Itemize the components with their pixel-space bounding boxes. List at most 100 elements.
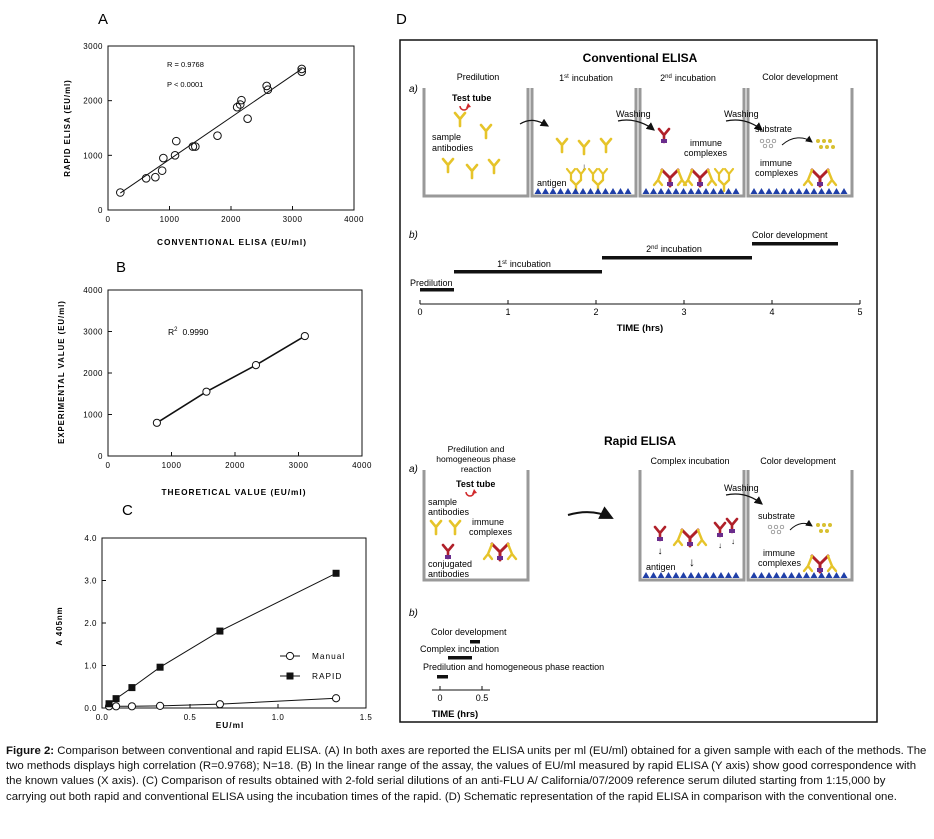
- scatter-point: [263, 85, 273, 95]
- complex-icon: [713, 167, 735, 193]
- antigen-icon: [672, 572, 680, 578]
- well-second-incubation: [638, 88, 746, 198]
- down-arrow-icon: ↓: [582, 162, 587, 173]
- c-ytick-label: 3.0: [84, 577, 97, 586]
- b-ytick-label: 1000: [83, 411, 103, 420]
- tl-bar-predilution: [420, 288, 454, 292]
- antigen-icon: [840, 572, 848, 578]
- rapid-label-substrate: substrate: [758, 511, 795, 521]
- scatter-point: [157, 166, 167, 175]
- antigen-icon: [687, 572, 695, 578]
- antigen-icon: [765, 572, 773, 578]
- antigen-icon: [818, 188, 825, 194]
- antibody-icon: [479, 123, 493, 140]
- antigen-icon: [542, 188, 549, 194]
- antigen-icon: [803, 188, 810, 194]
- b-xtick-label: 2000: [225, 461, 245, 470]
- rtl-bar-color: [470, 640, 480, 644]
- rapid-step-color-development: Color development: [760, 456, 836, 466]
- conjugated-antibody-icon: [441, 543, 455, 561]
- scatter-point: [151, 172, 160, 182]
- antigen-icon: [642, 572, 650, 578]
- x-axis-label-b: THEORETICAL VALUE (EU/ml): [161, 487, 306, 497]
- immune-complex-icon: [682, 168, 718, 188]
- immune-complex-icon: [482, 542, 518, 562]
- caption-label: Figure 2:: [6, 745, 55, 757]
- antigen-icon: [750, 572, 758, 578]
- annotation-r: R = 0.9768: [167, 60, 204, 69]
- b-ytick-label: 2000: [83, 369, 103, 378]
- well-color-development: [746, 88, 854, 198]
- label-washing-1: Washing: [616, 109, 651, 119]
- scatter-point: [141, 173, 151, 183]
- tl-bar-second-incubation: [602, 256, 752, 260]
- conv-b-label: b): [409, 230, 418, 241]
- antigen-row: [642, 188, 740, 194]
- legend-label-rapid: RAPID: [312, 671, 342, 681]
- plot-frame-b: [107, 289, 363, 457]
- point-manual: [127, 702, 137, 711]
- antigen-row: [750, 572, 848, 578]
- a-xtick-label: 0: [106, 215, 111, 224]
- antigen-icon: [609, 188, 617, 194]
- antigen-icon: [534, 188, 542, 194]
- rtl-bar-predilution: [437, 675, 448, 679]
- point-manual: [155, 701, 165, 710]
- label-complexes-2: complexes: [755, 168, 799, 178]
- panel-b: B 0 1000 2000 3000 4000 0 1000 2000 3000 4000 R2…: [57, 259, 371, 497]
- label-immune-2: immune: [760, 158, 792, 168]
- conjugated-antibody-icon: [653, 525, 667, 543]
- antigen-icon: [657, 572, 665, 578]
- b-ytick-label: 3000: [83, 328, 103, 337]
- antigen-row: [750, 188, 848, 194]
- rapid-label-conj-antibodies: antibodies: [428, 569, 470, 579]
- a-xtick-label: 4000: [344, 215, 364, 224]
- antigen-icon: [594, 188, 602, 194]
- antibody-icon: [487, 158, 501, 175]
- immune-complex-icon: [802, 554, 838, 574]
- product-dots-icon: [816, 139, 835, 149]
- rapid-step1-line1: Predilution and: [448, 444, 505, 454]
- arrow-icon: [519, 118, 550, 127]
- point-rapid: [112, 695, 120, 703]
- antigen-icon: [687, 188, 695, 194]
- scatter-point: [235, 100, 245, 109]
- rapid-label-complexes: complexes: [469, 527, 513, 537]
- antigen-icon: [672, 188, 680, 194]
- antigen-icon: [758, 572, 765, 578]
- scatter-points-a: [116, 64, 307, 197]
- down-arrow-icon: ↓: [731, 537, 735, 546]
- annotation-p: P < 0.0001: [167, 80, 203, 89]
- c-ytick-label: 4.0: [84, 534, 97, 543]
- a-ytick-label: 1000: [83, 151, 103, 160]
- rtl-color-development: Color development: [431, 627, 507, 637]
- legend-marker-rapid: [286, 672, 294, 680]
- label-antibodies: antibodies: [432, 143, 474, 153]
- antibody-icon: [429, 519, 443, 536]
- data-point: [152, 418, 161, 427]
- conv-a-label: a): [409, 84, 418, 95]
- y-ticks-b: 0 1000 2000 3000 4000: [83, 286, 112, 461]
- immune-complex-icon: [802, 168, 838, 188]
- antigen-icon: [773, 188, 780, 194]
- antigen-icon: [773, 572, 780, 578]
- rapid-label-test-tube: Test tube: [456, 479, 495, 489]
- x-ticks-a: 0 1000 2000 3000 4000: [106, 206, 364, 224]
- point-rapid: [216, 627, 224, 635]
- a-ytick-label: 0: [98, 206, 103, 215]
- antigen-icon: [788, 572, 795, 578]
- tl-predilution: Predilution: [410, 278, 453, 288]
- panel-label-b: B: [116, 259, 126, 276]
- point-manual: [111, 702, 121, 711]
- antigen-icon: [833, 188, 840, 194]
- rtl-complex-incubation: Complex incubation: [420, 644, 499, 654]
- tl-ticks: 0 1 2 3 4 5: [417, 300, 863, 317]
- antigen-icon: [702, 572, 710, 578]
- label-substrate-1: substrate: [755, 124, 792, 134]
- refresh-arrowhead-icon: [466, 103, 471, 108]
- c-ytick-label: 0.0: [84, 704, 97, 713]
- complex-icon: [587, 167, 609, 193]
- series-c: [104, 569, 341, 711]
- a-ytick-label: 3000: [83, 42, 103, 51]
- rapid-label-immune: immune: [472, 517, 504, 527]
